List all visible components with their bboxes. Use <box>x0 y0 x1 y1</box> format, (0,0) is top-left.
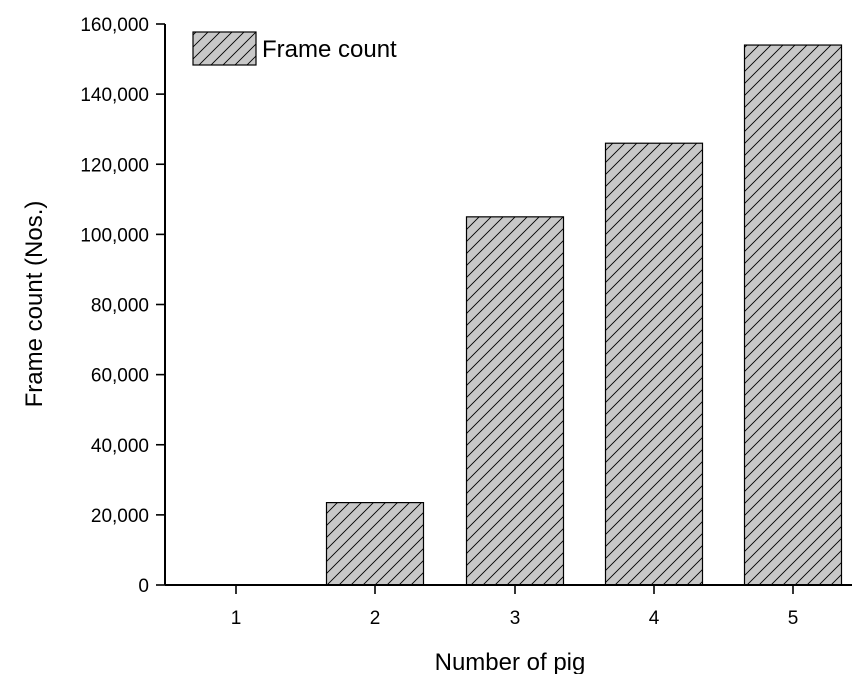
y-ticks: 0 20,000 40,000 60,000 80,000 100,000 120,000 1… <box>80 15 165 597</box>
y-tick-label: 40,000 <box>91 436 149 457</box>
legend-swatch <box>192 31 257 66</box>
legend-label: Frame count <box>262 36 397 63</box>
x-tick-label: 4 <box>649 608 660 629</box>
x-tick-label: 3 <box>510 608 521 629</box>
bar-3 <box>465 216 565 586</box>
y-axis-label: Frame count (Nos.) <box>21 201 48 408</box>
bar-4 <box>604 142 704 586</box>
legend: Frame count <box>192 31 397 66</box>
x-axis-label: Number of pig <box>435 649 586 674</box>
y-tick-label: 20,000 <box>91 506 149 527</box>
y-tick-label: 0 <box>138 576 149 597</box>
y-tick-label: 100,000 <box>80 225 149 246</box>
y-tick-label: 140,000 <box>80 85 149 106</box>
bars-layer <box>325 44 843 586</box>
x-tick-label: 2 <box>370 608 381 629</box>
bar-5 <box>743 44 843 586</box>
x-tick-label: 1 <box>231 608 242 629</box>
x-tick-label: 5 <box>788 608 799 629</box>
y-tick-label: 120,000 <box>80 155 149 176</box>
y-tick-label: 160,000 <box>80 15 149 36</box>
y-tick-label: 60,000 <box>91 366 149 387</box>
x-ticks: 1 2 3 4 5 <box>231 585 799 629</box>
bar-2 <box>325 502 425 586</box>
y-tick-label: 80,000 <box>91 296 149 317</box>
